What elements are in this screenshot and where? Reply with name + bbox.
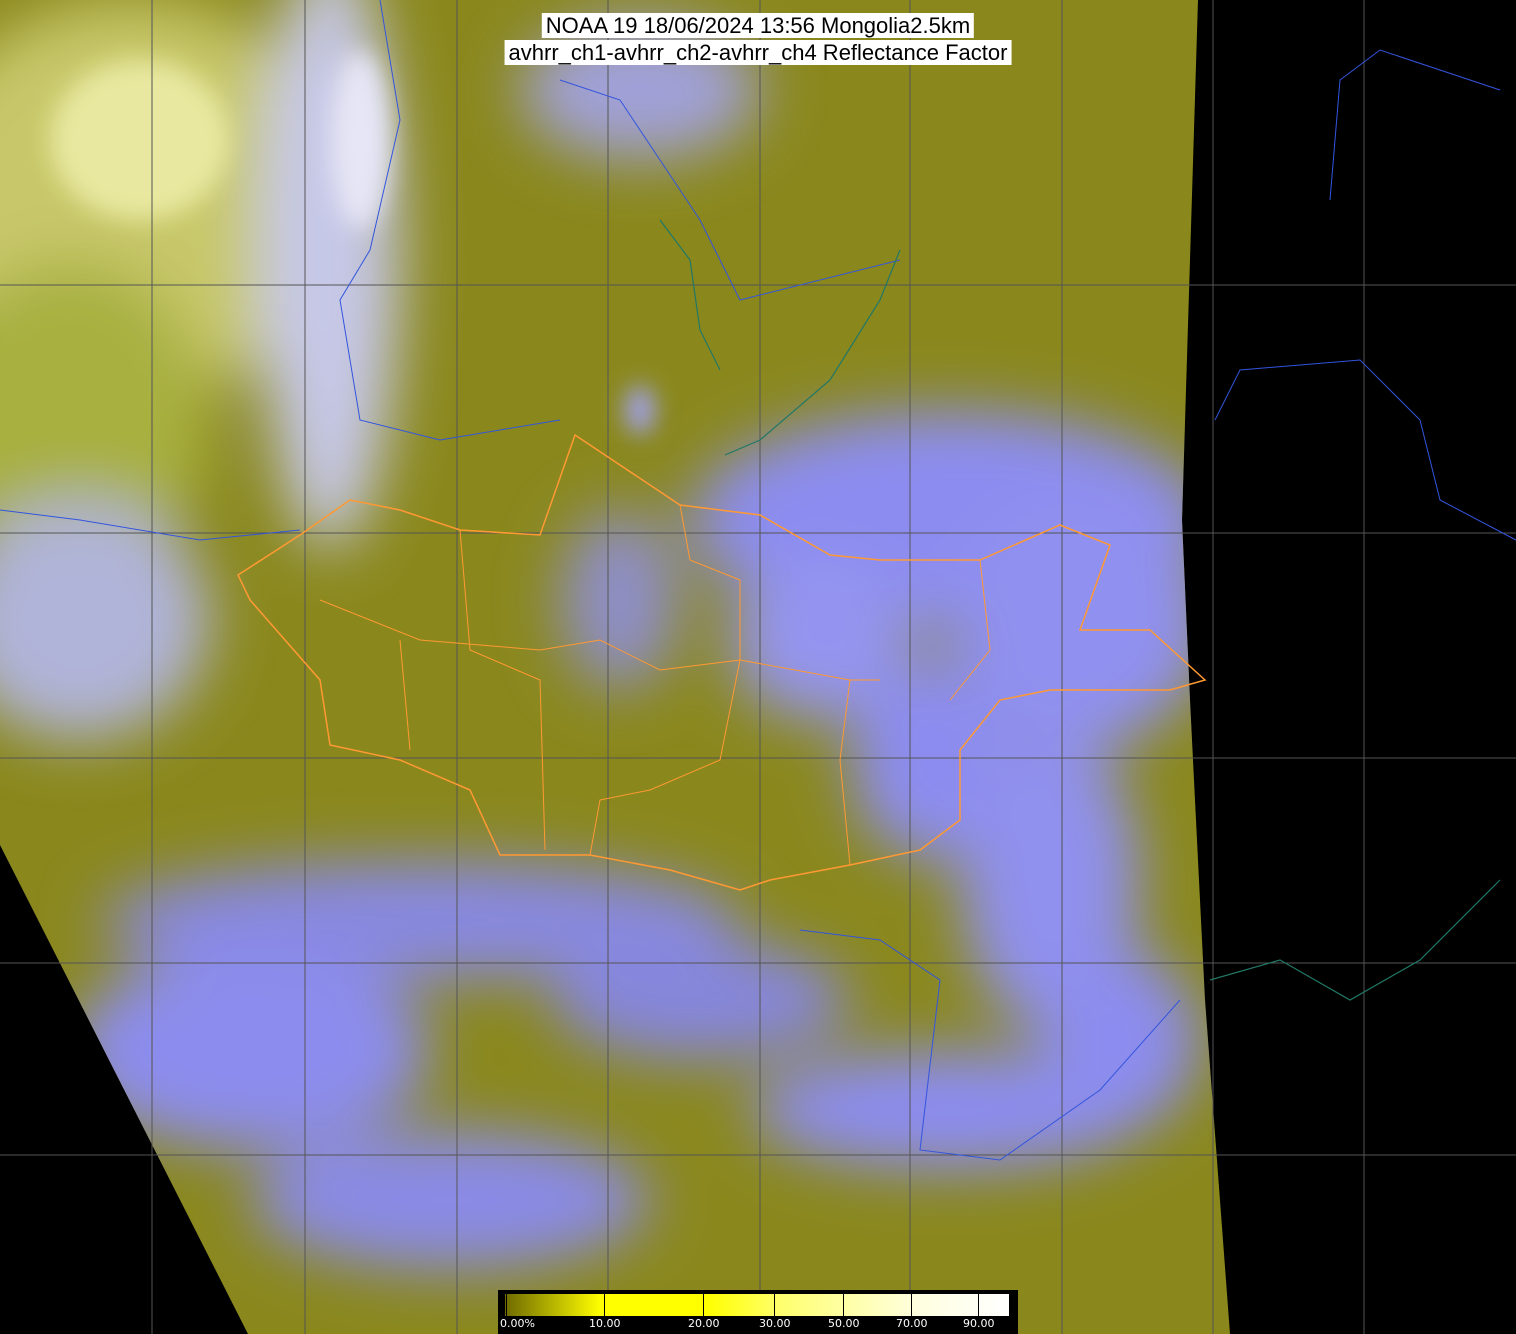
colorbar-tick xyxy=(703,1294,704,1318)
title-line-2: avhrr_ch1-avhrr_ch2-avhrr_ch4 Reflectanc… xyxy=(504,40,1012,65)
colorbar-tick xyxy=(911,1294,912,1318)
colorbar-gradient xyxy=(505,1294,1009,1316)
bright-clouds xyxy=(50,50,655,435)
colorbar-tick xyxy=(604,1294,605,1318)
colorbar-label: 50.00 xyxy=(828,1317,860,1330)
colorbar-label: 90.00 xyxy=(963,1317,995,1330)
colorbar-label: 20.00 xyxy=(688,1317,720,1330)
title-line-1: NOAA 19 18/06/2024 13:56 Mongolia2.5km xyxy=(541,13,975,38)
colorbar-tick xyxy=(506,1294,507,1318)
lakes xyxy=(659,219,1501,1001)
colorbar-tick xyxy=(843,1294,844,1318)
colorbar-label: 10.00 xyxy=(589,1317,621,1330)
colorbar-tick xyxy=(978,1294,979,1318)
province-borders xyxy=(319,504,991,866)
colorbar-label: 70.00 xyxy=(896,1317,928,1330)
cloud-cover xyxy=(0,0,1210,1270)
colorbar-tick xyxy=(774,1294,775,1318)
mongolia-border xyxy=(237,433,1207,891)
colorbar-label: 30.00 xyxy=(759,1317,791,1330)
colorbar-legend: 0.00% 10.00 20.00 30.00 50.00 70.00 90.00 xyxy=(498,1290,1018,1334)
colorbar-label: 0.00% xyxy=(500,1317,535,1330)
coastlines-rivers xyxy=(0,0,1516,1161)
